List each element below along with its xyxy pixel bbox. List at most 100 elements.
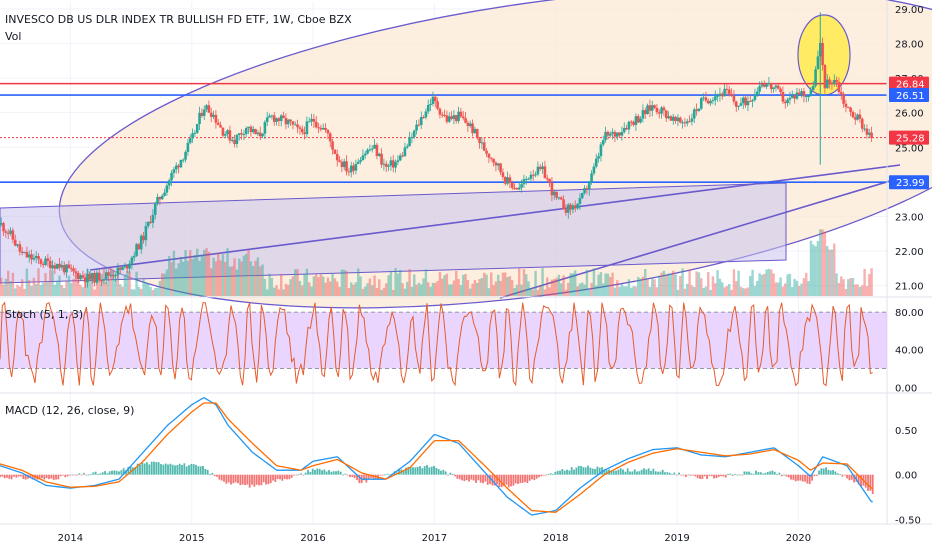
macd-histogram-bar	[421, 468, 424, 475]
macd-histogram-bar	[479, 474, 482, 483]
macd-histogram-bar	[538, 474, 540, 478]
candle-body	[37, 255, 40, 260]
volume-bar	[170, 262, 173, 296]
macd-histogram-bar	[615, 470, 617, 475]
volume-bar	[464, 273, 467, 296]
volume-bar	[219, 260, 222, 296]
macd-histogram-bar	[794, 474, 797, 482]
volume-bar	[711, 276, 715, 296]
macd-histogram-bar	[332, 471, 335, 475]
candle-body	[776, 85, 780, 89]
volume-bar	[709, 289, 712, 296]
volume-bar	[133, 289, 136, 296]
candle-body	[55, 263, 59, 269]
macd-histogram-bar	[444, 471, 447, 475]
candle-body	[779, 88, 782, 93]
volume-bar	[816, 240, 820, 296]
candle-body	[65, 264, 68, 273]
macd-histogram-bar	[260, 474, 263, 486]
price-axis: 21.0022.0023.0024.0025.0026.0027.0028.00…	[889, 5, 929, 527]
candle-body	[116, 267, 120, 276]
volume-bar	[490, 272, 493, 296]
volume-bar	[413, 274, 416, 296]
volume-bar	[686, 283, 689, 296]
macd-histogram-bar	[164, 463, 167, 475]
candle-body	[438, 108, 442, 115]
volume-bar	[560, 283, 563, 296]
volume-bar	[434, 282, 437, 296]
candle-body	[221, 127, 225, 136]
candle-body	[191, 133, 194, 139]
macd-histogram-bar	[17, 474, 20, 477]
macd-histogram-bar	[449, 472, 452, 475]
macd-histogram-bar	[218, 474, 221, 480]
candle-body	[629, 121, 633, 123]
volume-bar	[203, 249, 206, 296]
volume-bar	[259, 266, 262, 296]
candle-body	[111, 274, 115, 277]
volume-bar	[191, 259, 194, 296]
volume-bar	[109, 268, 113, 296]
candle-body	[867, 132, 871, 135]
macd-histogram-bar	[15, 474, 18, 478]
volume-bar	[660, 272, 663, 296]
candle-body	[457, 111, 460, 122]
volume-bar	[595, 285, 598, 296]
candle-body	[0, 223, 3, 225]
volume-bar	[865, 286, 869, 296]
volume-bar	[361, 288, 365, 296]
candle-body	[571, 205, 575, 210]
volume-bar	[436, 280, 439, 296]
macd-histogram-bar	[617, 469, 620, 475]
candle-body	[475, 128, 479, 138]
macd-histogram-bar	[440, 470, 442, 475]
candle-body	[478, 137, 481, 144]
macd-histogram-bar	[626, 468, 629, 475]
time-tick-2014: 2014	[58, 533, 83, 544]
macd-histogram-bar	[274, 474, 277, 482]
macd-histogram-bar	[248, 474, 251, 488]
candle-body	[44, 258, 47, 265]
volume-bar	[585, 269, 589, 296]
macd-histogram-bar	[629, 471, 631, 475]
candle-body	[685, 121, 689, 124]
macd-histogram-bar	[370, 474, 372, 478]
volume-bar	[310, 286, 313, 296]
candle-body	[125, 265, 129, 269]
macd-histogram-bar	[587, 465, 589, 475]
macd-histogram-bar	[52, 474, 55, 480]
volume-bar	[606, 273, 610, 296]
macd-histogram-bar	[577, 465, 580, 475]
macd-histogram-bar	[640, 469, 643, 475]
candle-body	[828, 79, 831, 83]
candle-body	[170, 172, 173, 181]
macd-histogram-bar	[267, 474, 270, 485]
macd-histogram-bar	[619, 468, 622, 475]
macd-histogram-bar	[153, 461, 155, 475]
volume-bar	[394, 268, 397, 296]
macd-histogram-bar	[276, 474, 279, 480]
candle-body	[816, 56, 820, 70]
macd-histogram-bar	[297, 474, 300, 476]
volume-bar	[366, 283, 369, 296]
candle-body	[23, 252, 26, 254]
macd-histogram-bar	[570, 467, 573, 475]
macd-histogram-bar	[687, 474, 690, 476]
candle-body	[270, 115, 274, 117]
volume-bar	[175, 268, 178, 296]
volume-bar	[235, 269, 239, 296]
macd-histogram-bar	[99, 473, 102, 475]
volume-bar	[116, 272, 120, 296]
candle-body	[366, 149, 369, 154]
volume-bar	[263, 278, 267, 296]
candle-body	[244, 128, 248, 135]
candle-body	[730, 93, 733, 96]
macd-histogram-bar	[232, 474, 235, 484]
candle-body	[387, 165, 390, 167]
candle-body	[296, 124, 299, 128]
candle-body	[503, 176, 507, 184]
macd-histogram-bar	[38, 474, 41, 479]
volume-bar	[737, 270, 740, 296]
candle-body	[772, 87, 775, 90]
